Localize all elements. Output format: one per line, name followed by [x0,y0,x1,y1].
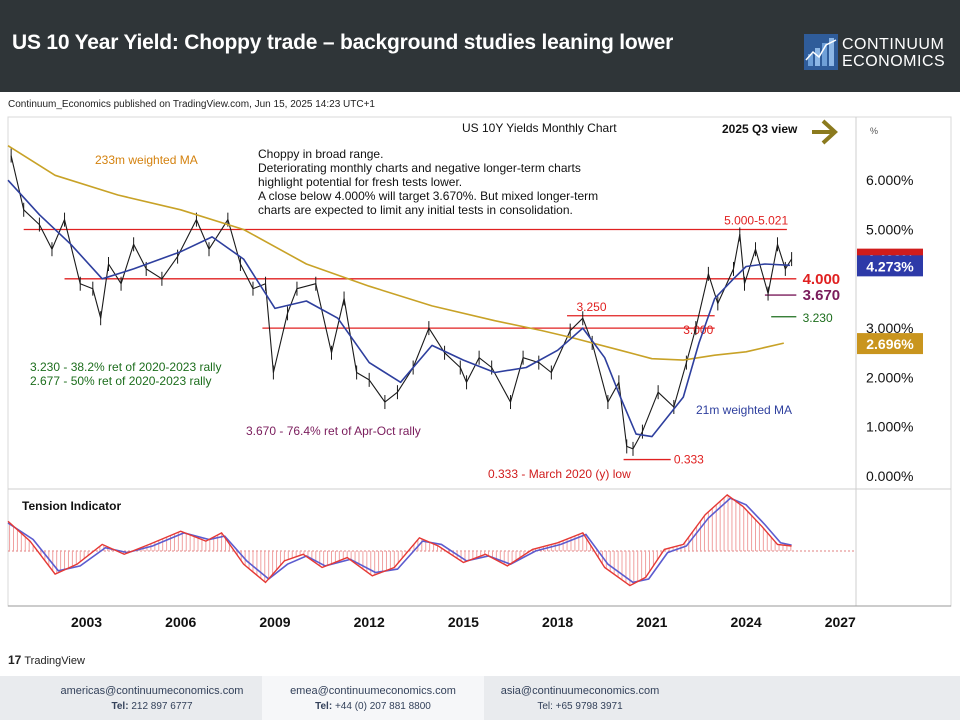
contact-emea: emea@continuumeconomics.com Tel: +44 (0)… [262,676,484,720]
level-label: 4.000 [803,271,841,288]
tel-label: Tel: [111,701,129,712]
y-tick-label: 5.000% [866,222,913,238]
y-tick-label: 1.000% [866,419,913,435]
price-badge [857,333,923,355]
x-tick-label: 2012 [354,614,385,630]
tel-number: +65 9798 3971 [555,701,623,712]
logo-text-line2: ECONOMICS [842,53,946,70]
x-tick-label: 2006 [165,614,196,630]
level-label: 3.000 [683,323,713,337]
footer: americas@continuumeconomics.com Tel: 212… [0,676,960,720]
y-tick-label: 3.000% [866,320,913,336]
tension-title: Tension Indicator [22,499,121,513]
contact-email[interactable]: asia@continuumeconomics.com [500,685,660,697]
commentary-line-1: Choppy in broad range. [258,147,383,161]
x-tick-label: 2027 [825,614,856,630]
logo-text-line1: CONTINUUM [842,36,945,53]
tel-number: +44 (0) 207 881 8800 [334,701,431,712]
tension-fast-line [7,493,792,587]
page-title: US 10 Year Yield: Choppy trade – backgro… [12,31,674,54]
contact-email[interactable]: americas@continuumeconomics.com [60,685,244,697]
level-label: 3.250 [576,300,606,314]
page-header: US 10 Year Yield: Choppy trade – backgro… [0,0,960,92]
x-tick-label: 2003 [71,614,102,630]
level-label: 5.000-5.021 [724,214,788,228]
commentary-line-3: highlight potential for fresh tests lowe… [258,175,462,189]
y-tick-label: 6.000% [866,172,913,188]
contact-tel: Tel: +44 (0) 207 881 8800 [262,701,484,712]
annotation-march-low: 0.333 - March 2020 (y) low [488,467,631,481]
x-tick-label: 2015 [448,614,479,630]
ma-233-label: 233m weighted MA [95,153,198,167]
tradingview-logo: 17 TradingView [8,653,85,667]
level-label: 3.230 [803,311,833,325]
price-badge [857,255,923,277]
tel-number: 212 897 6777 [131,701,193,712]
logo-mark-icon [804,34,838,70]
chart-subtitle: 2025 Q3 view [722,122,798,136]
annotation-38-ret: 3.230 - 38.2% ret of 2020-2023 rally [30,360,221,374]
contact-americas: americas@continuumeconomics.com Tel: 212… [52,680,252,720]
company-logo: CONTINUUM ECONOMICS [804,34,946,74]
tradingview-label: TradingView [24,655,85,667]
y-tick-label: 0.000% [866,468,913,484]
ma-21-label: 21m weighted MA [696,403,792,417]
commentary-line-5: charts are expected to limit any initial… [258,203,573,217]
annotation-50-ret: 2.677 - 50% ret of 2020-2023 rally [30,374,211,388]
x-tick-label: 2009 [259,614,290,630]
x-tick-label: 2024 [730,614,761,630]
series-line [7,179,791,438]
tel-label: Tel: [537,701,553,712]
contact-email[interactable]: emea@continuumeconomics.com [290,685,456,697]
commentary-line-4: A close below 4.000% will target 3.670%.… [258,189,598,203]
commentary-line-2: Deteriorating monthly charts and negativ… [258,161,581,175]
tension-slow-line [7,497,792,584]
y-unit-label: % [870,126,878,136]
x-tick-label: 2021 [636,614,667,630]
tel-label: Tel: [315,701,333,712]
price-badge-label: 2.696% [866,336,914,352]
level-label: 3.670 [803,287,841,304]
published-note: Continuum_Economics published on Trading… [8,99,375,110]
y-tick-label: 2.000% [866,369,913,385]
tradingview-mark-icon: 17 [8,653,22,667]
chart-title: US 10Y Yields Monthly Chart [462,121,617,135]
x-tick-label: 2018 [542,614,573,630]
right-arrow-icon [812,119,838,145]
annotation-76-ret: 3.670 - 76.4% ret of Apr-Oct rally [246,424,421,438]
contact-tel: Tel: 212 897 6777 [52,701,252,712]
price-badge-label: 4.273% [866,258,914,274]
level-label: 0.333 [674,453,704,467]
contact-asia: asia@continuumeconomics.com Tel: +65 979… [490,680,670,720]
contact-tel: Tel: +65 9798 3971 [490,701,670,712]
